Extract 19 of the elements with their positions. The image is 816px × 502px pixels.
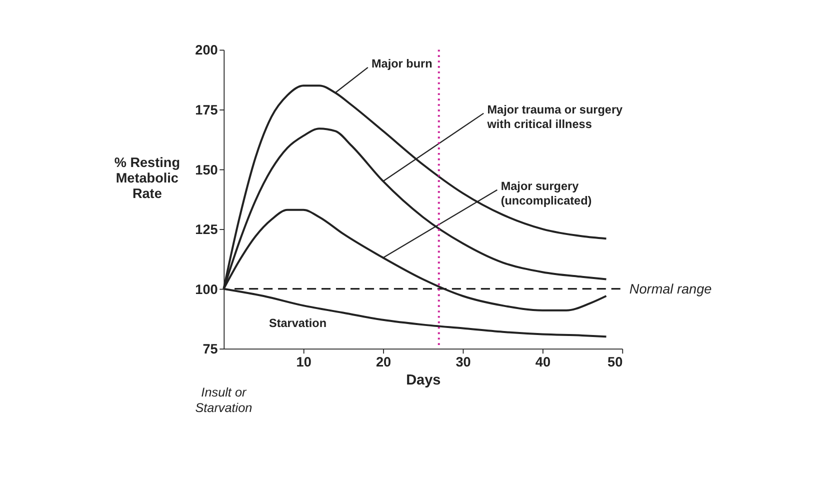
y-tick-label: 150 (195, 162, 218, 178)
y-tick-label: 175 (195, 102, 218, 118)
y-tick-label: 100 (195, 282, 218, 297)
y-axis-title: % Resting Metabolic Rate (114, 155, 180, 201)
x-tick-label: 40 (535, 354, 550, 370)
x-tick-label: 10 (296, 354, 312, 370)
y-tick-label: 125 (195, 222, 218, 238)
series-label: Starvation (268, 316, 327, 330)
text: Major burn (372, 57, 432, 70)
text: Major trauma or surgery with critical illness (486, 103, 624, 131)
x-tick-label: 50 (608, 354, 623, 370)
text: Major surgery (uncomplicated) (500, 180, 592, 208)
x-tick-label: 20 (376, 354, 392, 370)
ref-line-label: Normal range (629, 281, 712, 296)
x-axis-title: Days (406, 372, 441, 388)
x-tick-label: 30 (456, 354, 471, 370)
text: Insult or Starvation (195, 386, 252, 415)
y-tick-label: 75 (202, 342, 218, 357)
y-tick-label: 200 (195, 42, 218, 58)
